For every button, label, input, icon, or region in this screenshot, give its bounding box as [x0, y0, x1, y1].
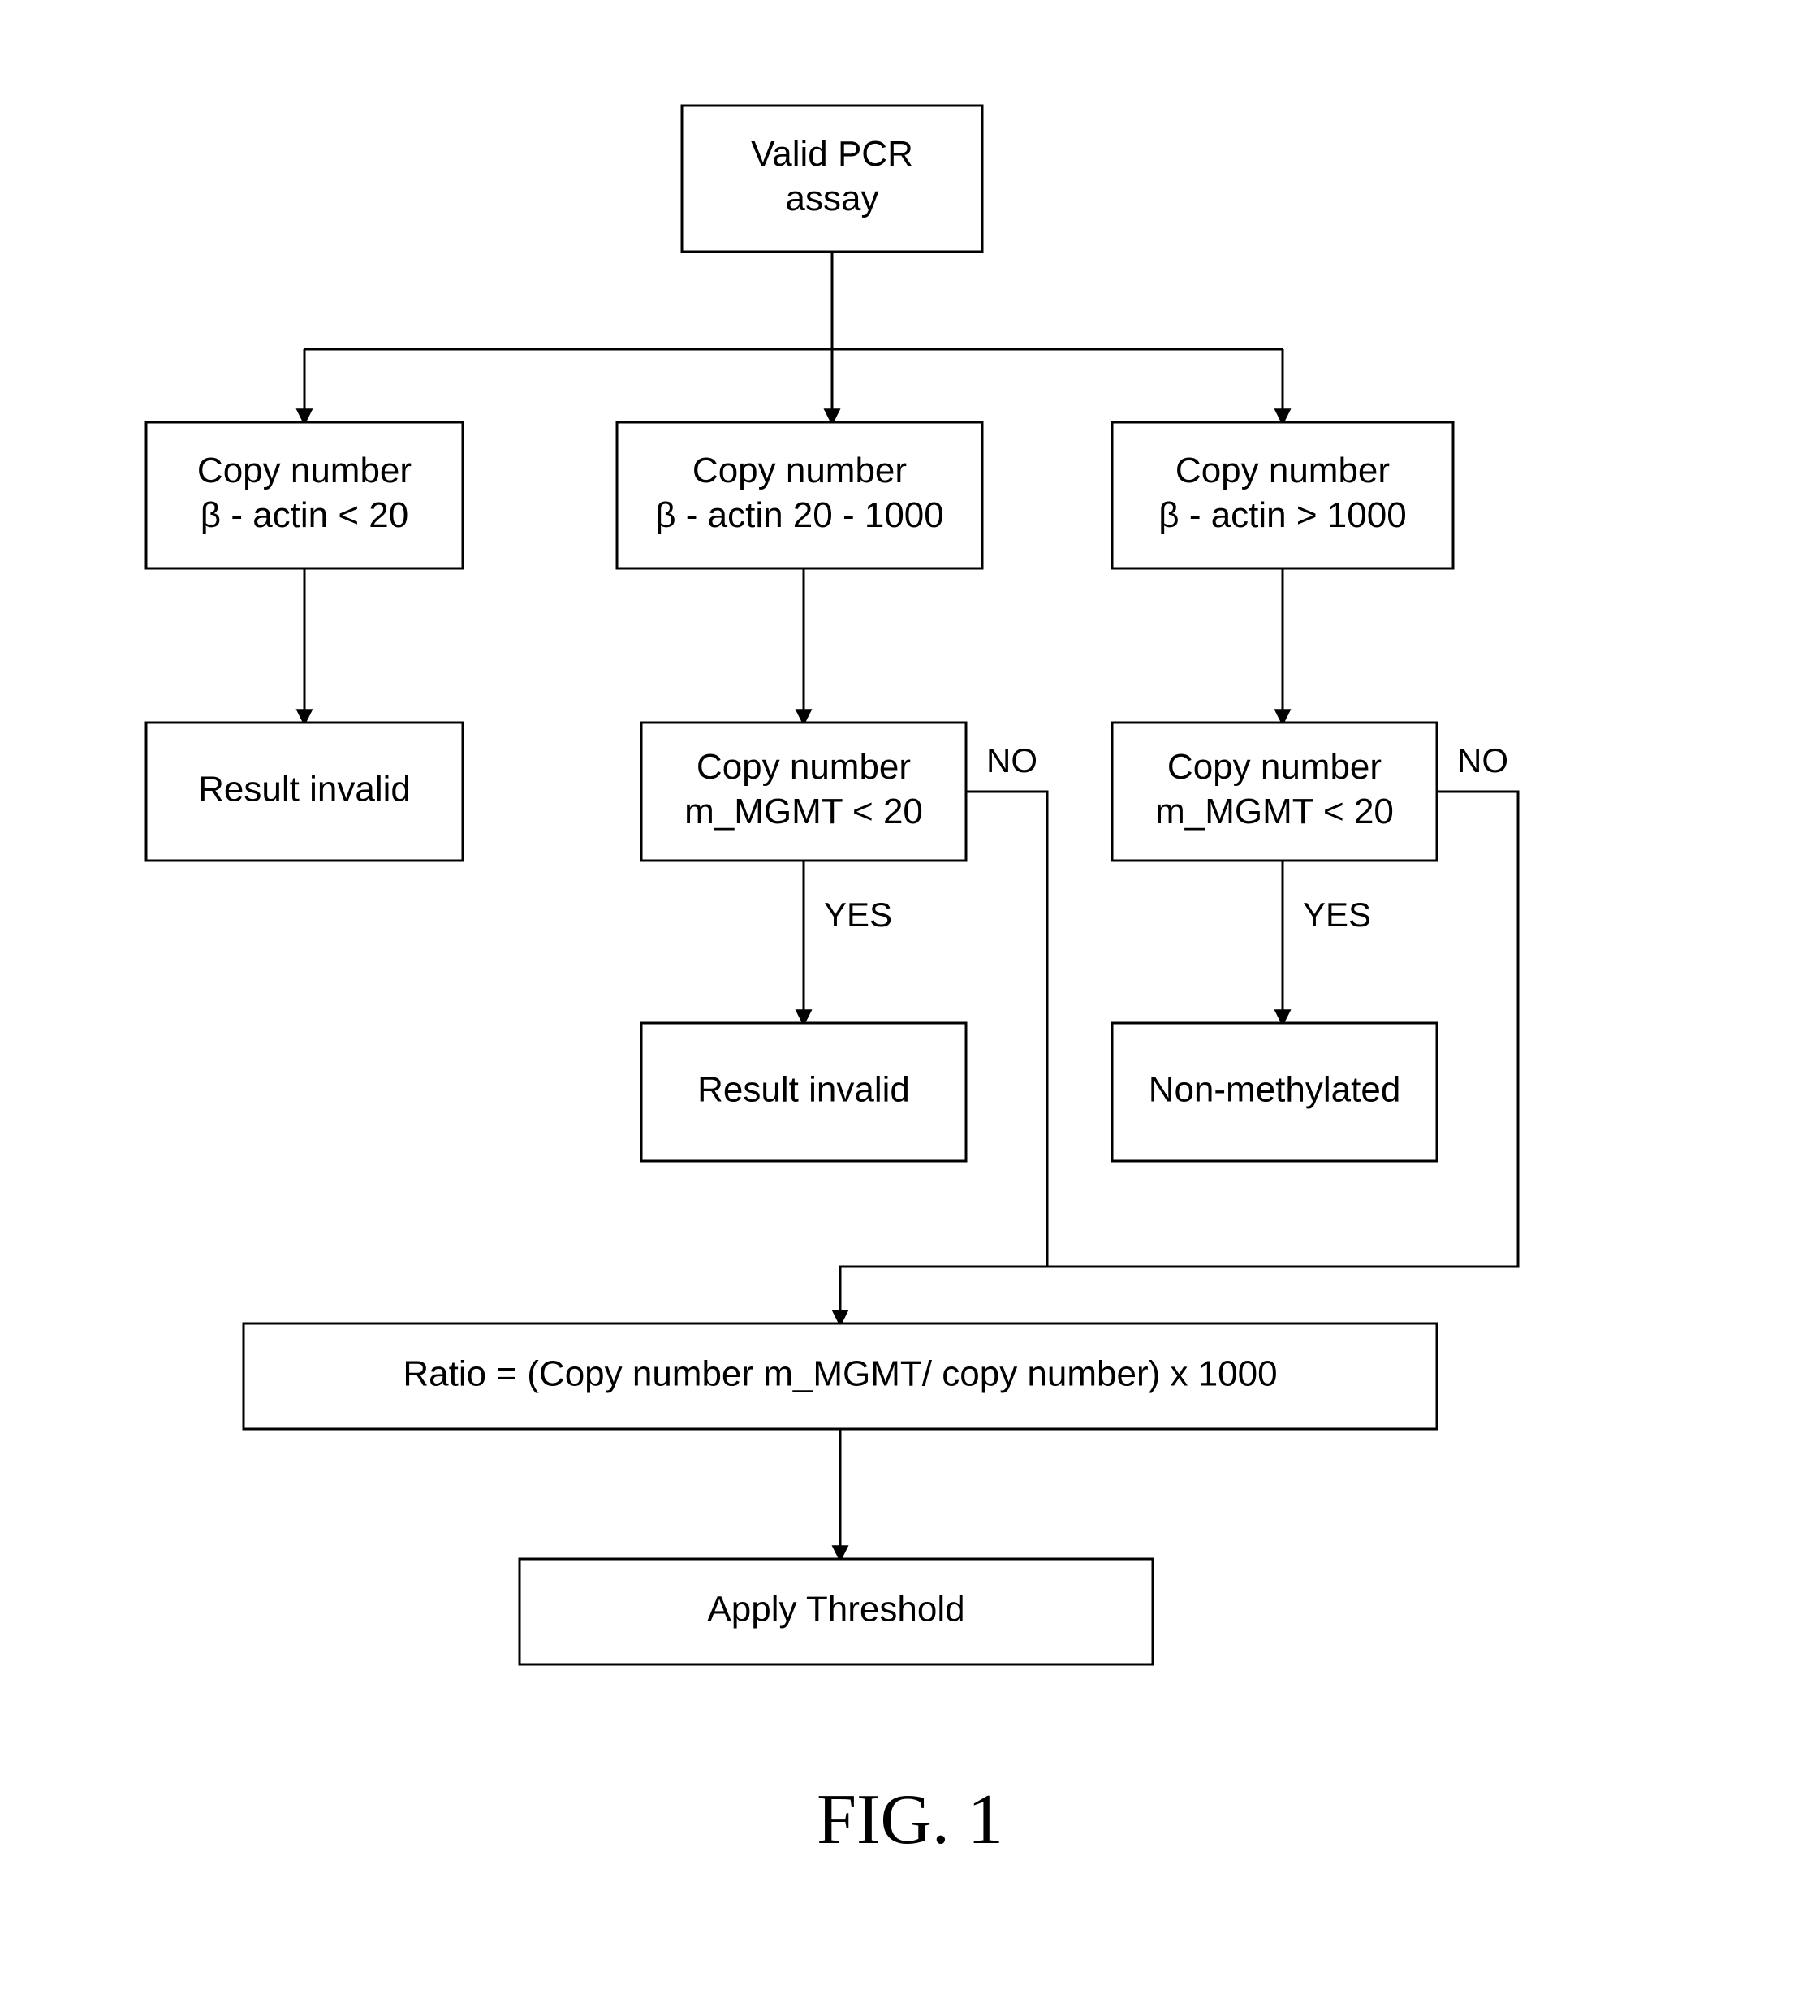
node-label: m_MGMT < 20 — [684, 792, 923, 831]
node-label: m_MGMT < 20 — [1155, 792, 1394, 831]
edge-label: YES — [1303, 896, 1371, 934]
flow-node-cn_gt1k: Copy number β - actin > 1000 — [1112, 422, 1453, 568]
node-label: Copy number — [1175, 451, 1390, 490]
node-label: β - actin > 1000 — [1158, 495, 1406, 535]
flow-node-ratio: Ratio = (Copy number m_MGMT/ copy number… — [244, 1323, 1437, 1429]
node-label: Ratio = (Copy number m_MGMT/ copy number… — [403, 1354, 1277, 1394]
flow-node-nonmeth: Non-methylated — [1112, 1023, 1437, 1161]
node-label: Valid PCR — [751, 134, 913, 174]
flow-node-thresh: Apply Threshold — [520, 1559, 1153, 1664]
node-label: assay — [786, 179, 879, 218]
node-label: Copy number — [692, 451, 907, 490]
node-label: Copy number — [197, 451, 412, 490]
node-label: Result invalid — [198, 770, 411, 809]
node-label: β - actin 20 - 1000 — [655, 495, 944, 535]
node-label: Non-methylated — [1149, 1070, 1401, 1110]
flow-node-start: Valid PCR assay — [682, 106, 982, 252]
edge-label: NO — [1457, 741, 1508, 779]
flow-node-res_inv1: Result invalid — [146, 723, 463, 861]
flow-node-cn_mid: Copy number β - actin 20 - 1000 — [617, 422, 982, 568]
node-label: Copy number — [1167, 747, 1382, 787]
node-label: β - actin < 20 — [201, 495, 408, 535]
node-label: Apply Threshold — [707, 1590, 964, 1630]
figure-caption: FIG. 1 — [817, 1781, 1003, 1859]
flow-node-mgmt_mid: Copy number m_MGMT < 20 — [641, 723, 966, 861]
node-label: Result invalid — [697, 1070, 910, 1110]
node-label: Copy number — [697, 747, 911, 787]
edge-label: NO — [986, 741, 1037, 779]
edge-label: YES — [824, 896, 892, 934]
flow-node-res_inv2: Result invalid — [641, 1023, 966, 1161]
flow-node-cn_lt20: Copy number β - actin < 20 — [146, 422, 463, 568]
flow-node-mgmt_hi: Copy number m_MGMT < 20 — [1112, 723, 1437, 861]
